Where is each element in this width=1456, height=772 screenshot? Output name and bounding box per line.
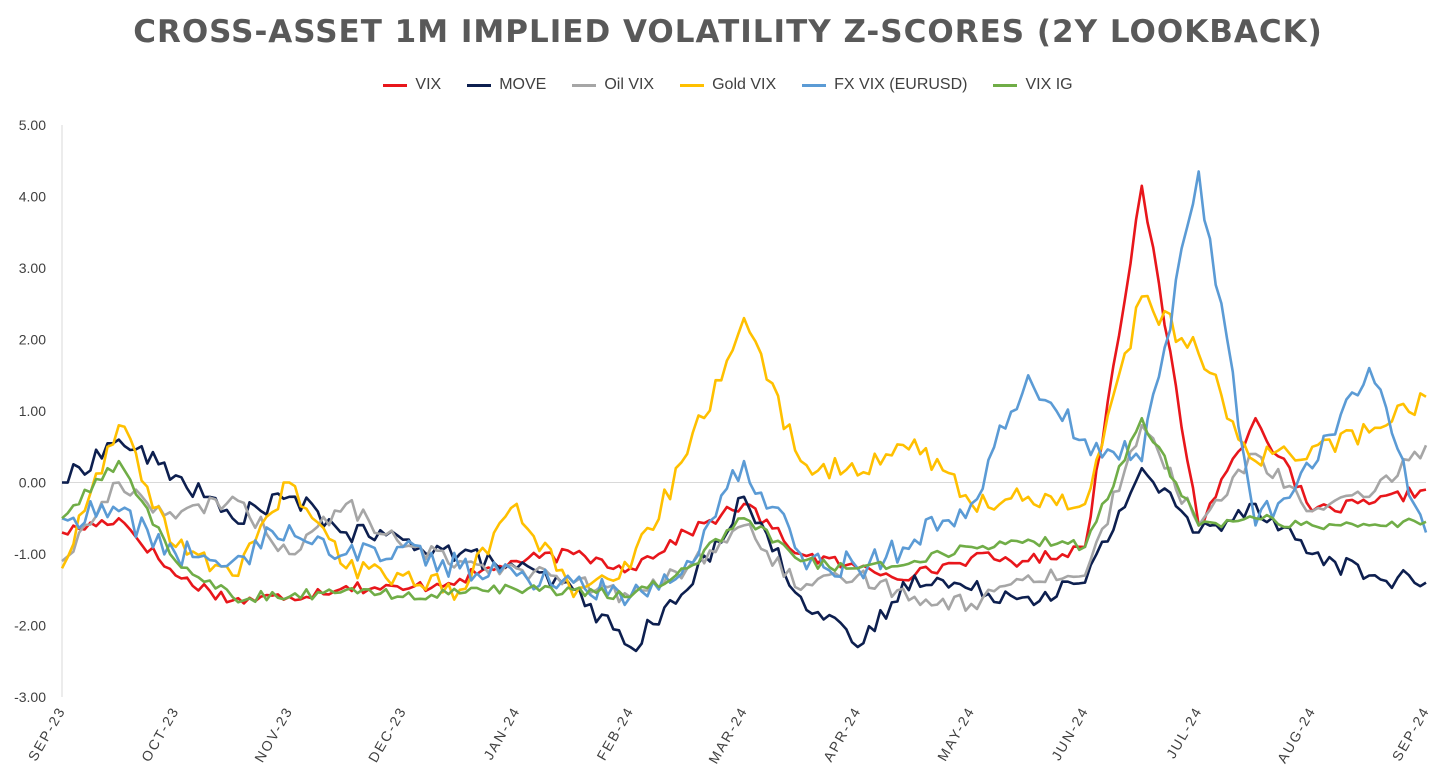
legend-item-move[interactable]: MOVE xyxy=(467,76,546,94)
legend-item-vix[interactable]: VIX xyxy=(383,76,441,94)
y-tick-label: 5.00 xyxy=(19,117,46,133)
legend-label-oil-vix: Oil VIX xyxy=(604,76,655,93)
legend-swatch-oil-vix xyxy=(572,83,597,87)
legend-item-vix-ig[interactable]: VIX IG xyxy=(993,76,1073,94)
series-line-gold-vix xyxy=(60,294,1427,601)
legend-label-vix-ig: VIX IG xyxy=(1025,76,1073,93)
chart-title: CROSS-ASSET 1M IMPLIED VOLATILITY Z-SCOR… xyxy=(133,14,1323,50)
x-tick-label: MAY-24 xyxy=(934,703,978,763)
y-tick-label: -2.00 xyxy=(14,618,46,634)
x-tick-label: JUL-24 xyxy=(1163,704,1205,761)
x-tick-label: SEP-23 xyxy=(25,704,69,764)
legend: VIX MOVE Oil VIX Gold VIX FX VIX (EURUSD… xyxy=(0,76,1456,94)
y-tick-label: 3.00 xyxy=(19,260,46,276)
y-tick-label: -3.00 xyxy=(14,689,46,705)
legend-item-gold-vix[interactable]: Gold VIX xyxy=(680,76,776,94)
x-tick-label: FEB-24 xyxy=(593,704,637,764)
legend-swatch-move xyxy=(467,83,492,87)
x-tick-label: OCT-23 xyxy=(138,704,182,765)
x-tick-label: MAR-24 xyxy=(705,704,751,767)
x-tick-label: DEC-23 xyxy=(365,704,410,766)
legend-swatch-vix-ig xyxy=(993,83,1018,87)
series-line-move xyxy=(61,438,1427,653)
x-tick-label: NOV-23 xyxy=(251,704,296,766)
legend-label-vix: VIX xyxy=(415,76,442,93)
x-tick-label: JUN-24 xyxy=(1048,704,1092,764)
x-tick-label: SEP-24 xyxy=(1389,704,1433,764)
legend-item-fx-vix[interactable]: FX VIX (EURUSD) xyxy=(802,76,967,94)
y-tick-label: 2.00 xyxy=(19,332,46,348)
legend-label-gold-vix: Gold VIX xyxy=(712,76,777,93)
series-line-vix-ig xyxy=(61,416,1427,604)
legend-swatch-gold-vix xyxy=(680,83,705,87)
x-tick-label: JAN-24 xyxy=(480,704,523,763)
y-tick-label: -1.00 xyxy=(14,546,46,562)
x-tick-label: AUG-24 xyxy=(1274,704,1319,766)
legend-label-move: MOVE xyxy=(499,76,547,93)
series-line-fx-vix-eurusd xyxy=(61,170,1428,607)
y-tick-label: 1.00 xyxy=(19,403,46,419)
x-tick-label: APR-24 xyxy=(820,704,864,765)
y-tick-label: 4.00 xyxy=(19,189,46,205)
y-tick-label: 0.00 xyxy=(19,475,46,491)
legend-label-fx-vix: FX VIX (EURUSD) xyxy=(834,76,968,93)
legend-swatch-vix xyxy=(383,83,408,87)
legend-item-oil-vix[interactable]: Oil VIX xyxy=(572,76,654,94)
legend-swatch-fx-vix xyxy=(802,83,827,87)
